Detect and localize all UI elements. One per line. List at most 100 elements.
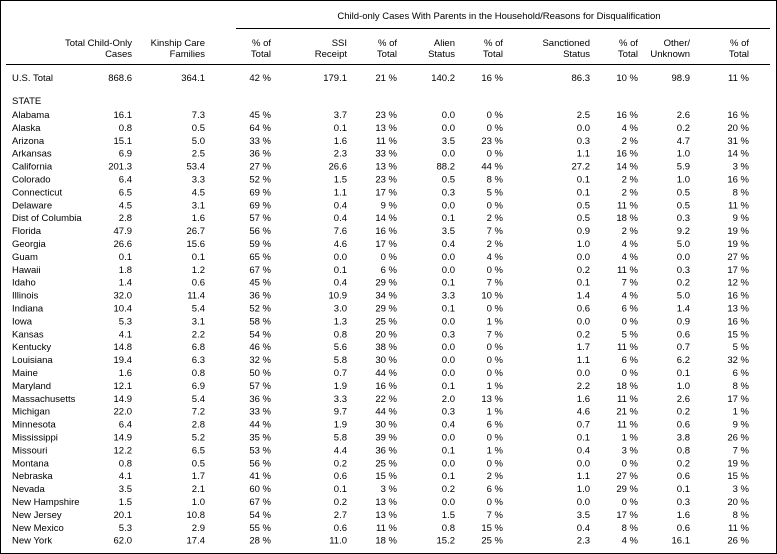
cell: 14 %	[616, 162, 638, 173]
cell: 0.8	[442, 523, 455, 534]
cell: 6.4	[119, 420, 132, 431]
cell: 2.6	[677, 110, 690, 121]
cell: 0.0	[677, 252, 690, 263]
state-label: Colorado	[12, 175, 51, 186]
cell: 29 %	[616, 484, 638, 495]
cell: 13 %	[375, 510, 397, 521]
cell: 9 %	[381, 200, 398, 211]
cell: 26 %	[727, 536, 749, 547]
cell: 5.0	[677, 239, 690, 250]
cell: 5.0	[192, 136, 205, 147]
cell: 32.0	[114, 291, 133, 302]
section-label: STATE	[12, 96, 41, 107]
cell: 4 %	[622, 536, 639, 547]
cell: 10 %	[481, 291, 503, 302]
cell: 2 %	[487, 239, 504, 250]
state-label: New Mexico	[12, 523, 64, 534]
cell: 0.1	[442, 445, 455, 456]
cell: 3.1	[192, 200, 205, 211]
cell: 0.9	[677, 316, 690, 327]
cell: 16 %	[481, 73, 503, 84]
state-label: Montana	[12, 458, 50, 469]
cell: 11 %	[728, 200, 750, 211]
cell: 6.5	[119, 187, 132, 198]
cell: 27.2	[572, 162, 591, 173]
cell: 7 %	[487, 226, 504, 237]
cell: 47.9	[114, 226, 133, 237]
column-header: Receipt	[315, 49, 348, 60]
state-label: Hawaii	[12, 265, 41, 276]
total-label: U.S. Total	[12, 73, 53, 84]
cell: 13 %	[375, 123, 397, 134]
cell: 22.0	[114, 407, 133, 418]
cell: 8 %	[487, 175, 504, 186]
cell: 29 %	[375, 304, 397, 315]
cell: 0.4	[442, 239, 455, 250]
cell: 0.6	[334, 471, 347, 482]
state-label: Arkansas	[12, 149, 52, 160]
cell: 60 %	[249, 484, 271, 495]
cell: 0.2	[677, 278, 690, 289]
cell: 25 %	[481, 536, 503, 547]
cell: 8 %	[733, 187, 750, 198]
cell: 10 %	[616, 73, 638, 84]
cell: 4 %	[622, 123, 639, 134]
column-header: Families	[170, 49, 206, 60]
column-header: Total Child-Only	[65, 38, 132, 49]
cell: 1.0	[192, 497, 205, 508]
cell: 18 %	[616, 213, 638, 224]
cell: 6.2	[677, 355, 690, 366]
cell: 13 %	[375, 497, 397, 508]
cell: 3 %	[733, 484, 750, 495]
cell: 1.5	[119, 497, 132, 508]
cell: 1.1	[577, 149, 590, 160]
cell: 0.1	[577, 433, 590, 444]
cell: 0.3	[442, 187, 455, 198]
cell: 13 %	[727, 304, 749, 315]
cell: 30 %	[375, 420, 397, 431]
cell: 0.6	[677, 329, 690, 340]
cell: 0.3	[677, 213, 690, 224]
cell: 7 %	[733, 445, 750, 456]
cell: 1.6	[677, 510, 690, 521]
cell: 3.8	[677, 433, 690, 444]
cell: 0.1	[119, 252, 132, 263]
cell: 52 %	[249, 175, 271, 186]
state-label: Alabama	[12, 110, 50, 121]
cell: 1.0	[677, 149, 690, 160]
cell: 36 %	[249, 394, 271, 405]
state-label: Arizona	[12, 136, 45, 147]
cell: 0.6	[334, 523, 347, 534]
cell: 0.0	[442, 497, 455, 508]
group-header: Child-only Cases With Parents in the Hou…	[337, 11, 660, 22]
cell: 11 %	[376, 136, 398, 147]
cell: 8 %	[733, 381, 750, 392]
cell: 33 %	[249, 407, 271, 418]
cell: 67 %	[249, 265, 271, 276]
cell: 32 %	[727, 355, 749, 366]
cell: 0 %	[487, 433, 504, 444]
cell: 17 %	[616, 510, 638, 521]
cell: 0.3	[577, 136, 590, 147]
cell: 0.2	[442, 484, 455, 495]
cell: 0.5	[577, 200, 590, 211]
cell: 11 %	[617, 420, 639, 431]
cell: 0.2	[677, 407, 690, 418]
cell: 53 %	[249, 445, 271, 456]
cell: 0.1	[442, 381, 455, 392]
cell: 0.5	[677, 200, 690, 211]
cell: 88.2	[437, 162, 456, 173]
cell: 55 %	[249, 523, 271, 534]
cell: 0 %	[622, 458, 639, 469]
cell: 6 %	[487, 484, 504, 495]
state-label: Alaska	[12, 123, 41, 134]
cell: 3 %	[381, 484, 398, 495]
cell: 0.0	[442, 368, 455, 379]
cell: 3 %	[622, 445, 639, 456]
cell: 59 %	[249, 239, 271, 250]
cell: 16 %	[727, 175, 749, 186]
cell: 15.1	[114, 136, 133, 147]
cell: 54 %	[249, 329, 271, 340]
cell: 2.2	[577, 381, 590, 392]
cell: 98.9	[672, 73, 691, 84]
